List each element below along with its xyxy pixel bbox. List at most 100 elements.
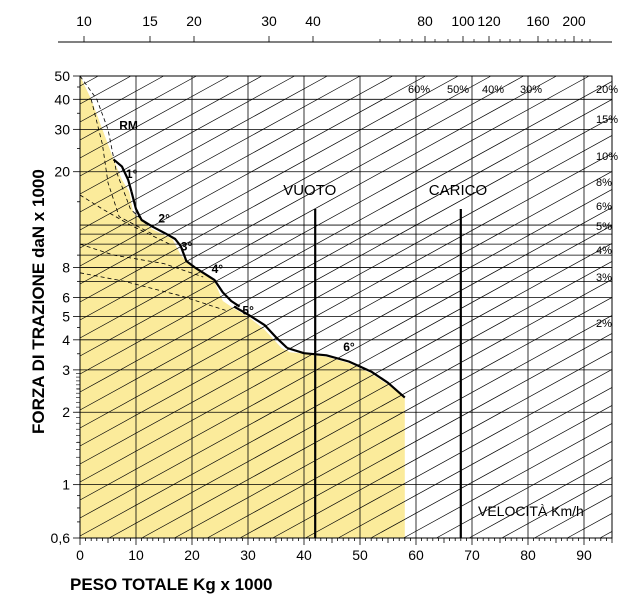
grade-line [79,75,230,159]
x-tick-label: 60 [408,547,424,563]
grade-label: 2% [596,318,612,330]
grade-line [79,75,99,87]
grade-line [174,297,613,539]
grade-line [79,75,132,105]
grade-line [79,81,613,375]
x-tick-label: 0 [76,547,84,563]
x-tick-label: 70 [464,547,480,563]
grade-line [79,243,613,537]
grade-line [108,261,613,539]
grade-line [305,369,613,539]
grade-line [79,153,613,447]
grade-line [79,117,613,411]
speed-tick-label: 40 [305,13,321,29]
speed-tick-label: 15 [142,13,158,29]
gear-curve [286,346,406,399]
y-tick-label: 0,6 [51,530,71,546]
grade-label: 20% [596,84,618,96]
grade-label: 30% [520,84,542,96]
grade-line [436,441,613,539]
y-tick-label: 5 [62,309,70,325]
traction-area [80,76,405,538]
grade-line [501,477,613,539]
speed-tick-label: 120 [477,13,501,29]
speed-tick-label: 30 [261,13,277,29]
y-tick-label: 2 [62,404,70,420]
gear-curve [130,191,168,236]
y-tick-label: 20 [54,164,70,180]
grade-label: 8% [596,177,612,189]
grade-label: 60% [408,84,430,96]
grade-label: 50% [447,84,469,96]
grade-line [599,531,613,539]
grade-label: 10% [596,151,618,163]
grade-line [79,75,262,177]
rm-dashed-curve [90,99,153,235]
grade-line [141,279,613,539]
grade-line [79,189,613,483]
grade-label: 6% [596,201,612,213]
grade-line [567,513,613,539]
grade-line [79,207,613,501]
grade-line [79,75,295,195]
grade-line [79,75,459,285]
x-tick-label: 30 [240,547,256,563]
rm-dashed-curve [79,243,204,278]
y-tick-label: 6 [62,290,70,306]
grade-line [534,495,613,539]
grade-line [79,75,426,267]
y-tick-label: 1 [62,477,70,493]
speed-tick-label: 200 [562,13,586,29]
grade-label: 5% [596,221,612,233]
axes: 0 10 20 30 40 50 60 70 80 90 0,6 1 2 3 4 5 6 8 20 30 40 50 10 1… [51,13,613,563]
grade-line [79,171,613,465]
plot-frame [79,75,613,539]
y-tick-label: 3 [62,362,70,378]
grade-label: 4% [596,245,612,257]
x-tick-label: 50 [352,547,368,563]
gear-curve [112,158,133,193]
grade-line [79,75,590,357]
chart-labels: RM 1° 2° 3° 4° 5° 6° VUOTO CARICO 60% 50% 40% 30% 20%… [119,84,618,354]
x-tick-label: 20 [184,547,200,563]
y-tick-label: 30 [54,121,70,137]
grade-line [79,75,557,339]
gear-curve [194,266,241,308]
grade-line [79,75,524,321]
marker-label: CARICO [429,182,487,199]
traction-envelope-fill [80,76,405,538]
gear-curves [79,75,462,538]
x-tick-label: 40 [296,547,312,563]
grade-line [79,75,393,249]
grade-line [79,75,197,141]
grade-line [79,75,164,123]
grade-line [79,225,613,519]
grade-line [79,135,613,429]
gear-label: 1° [126,167,138,181]
y-axis-title: FORZA DI TRAZIONE daN x 1000 [29,169,48,434]
grade-line [403,423,613,539]
speed-tick-label: 10 [76,13,92,29]
grade-line [272,351,613,539]
gear-label: 6° [343,340,355,354]
grade-lines [79,75,613,539]
grade-label: 40% [482,84,504,96]
speed-tick-label: 100 [451,13,475,29]
grade-label: 3% [596,272,612,284]
x-axis-title: PESO TOTALE Kg x 1000 [70,575,273,594]
y-tick-label: 50 [54,68,70,84]
x-tick-label: 80 [520,547,536,563]
rm-dashed-curve [79,272,226,311]
grade-line [370,405,613,539]
grade-line [79,75,492,303]
grade-line [468,459,613,539]
gear-label: 5° [242,304,254,318]
gear-label: 3° [181,240,193,254]
grade-line [338,387,613,539]
grade-line [79,99,613,393]
x-tick-label: 90 [576,547,592,563]
speed-tick-label: 80 [417,13,433,29]
y-tick-label: 8 [62,259,70,275]
chart-grid [80,75,612,538]
